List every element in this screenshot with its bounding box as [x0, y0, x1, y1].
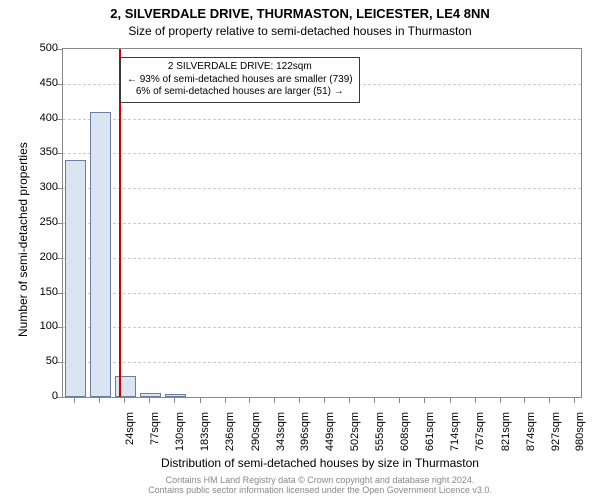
x-axis-label: Distribution of semi-detached houses by … [60, 456, 580, 470]
chart-container: 2, SILVERDALE DRIVE, THURMASTON, LEICEST… [0, 0, 600, 500]
y-tick-label: 150 [18, 286, 58, 298]
annotation-line1: 2 SILVERDALE DRIVE: 122sqm [127, 61, 353, 74]
histogram-bar [165, 394, 186, 397]
footer-line2: Contains public sector information licen… [60, 486, 580, 496]
footer-attribution: Contains HM Land Registry data © Crown c… [60, 476, 580, 496]
y-tick-label: 400 [18, 112, 58, 124]
histogram-bar [65, 160, 86, 397]
y-tick-label: 300 [18, 181, 58, 193]
y-tick-label: 250 [18, 216, 58, 228]
chart-title-line1: 2, SILVERDALE DRIVE, THURMASTON, LEICEST… [0, 6, 600, 21]
y-tick-label: 350 [18, 146, 58, 158]
y-tick-label: 500 [18, 42, 58, 54]
histogram-bar [140, 393, 161, 397]
annotation-line2: ← 93% of semi-detached houses are smalle… [127, 74, 353, 87]
annotation-line3: 6% of semi-detached houses are larger (5… [127, 86, 353, 99]
plot-area: 2 SILVERDALE DRIVE: 122sqm ← 93% of semi… [62, 48, 582, 398]
y-tick-label: 0 [18, 390, 58, 402]
chart-title-line2: Size of property relative to semi-detach… [0, 24, 600, 38]
annotation-box: 2 SILVERDALE DRIVE: 122sqm ← 93% of semi… [120, 57, 360, 103]
histogram-bar [90, 112, 111, 397]
y-tick-label: 100 [18, 320, 58, 332]
y-axis-label: Number of semi-detached properties [16, 142, 30, 337]
y-tick-label: 450 [18, 77, 58, 89]
histogram-bar [115, 376, 136, 397]
y-tick-label: 50 [18, 355, 58, 367]
y-tick-label: 200 [18, 251, 58, 263]
